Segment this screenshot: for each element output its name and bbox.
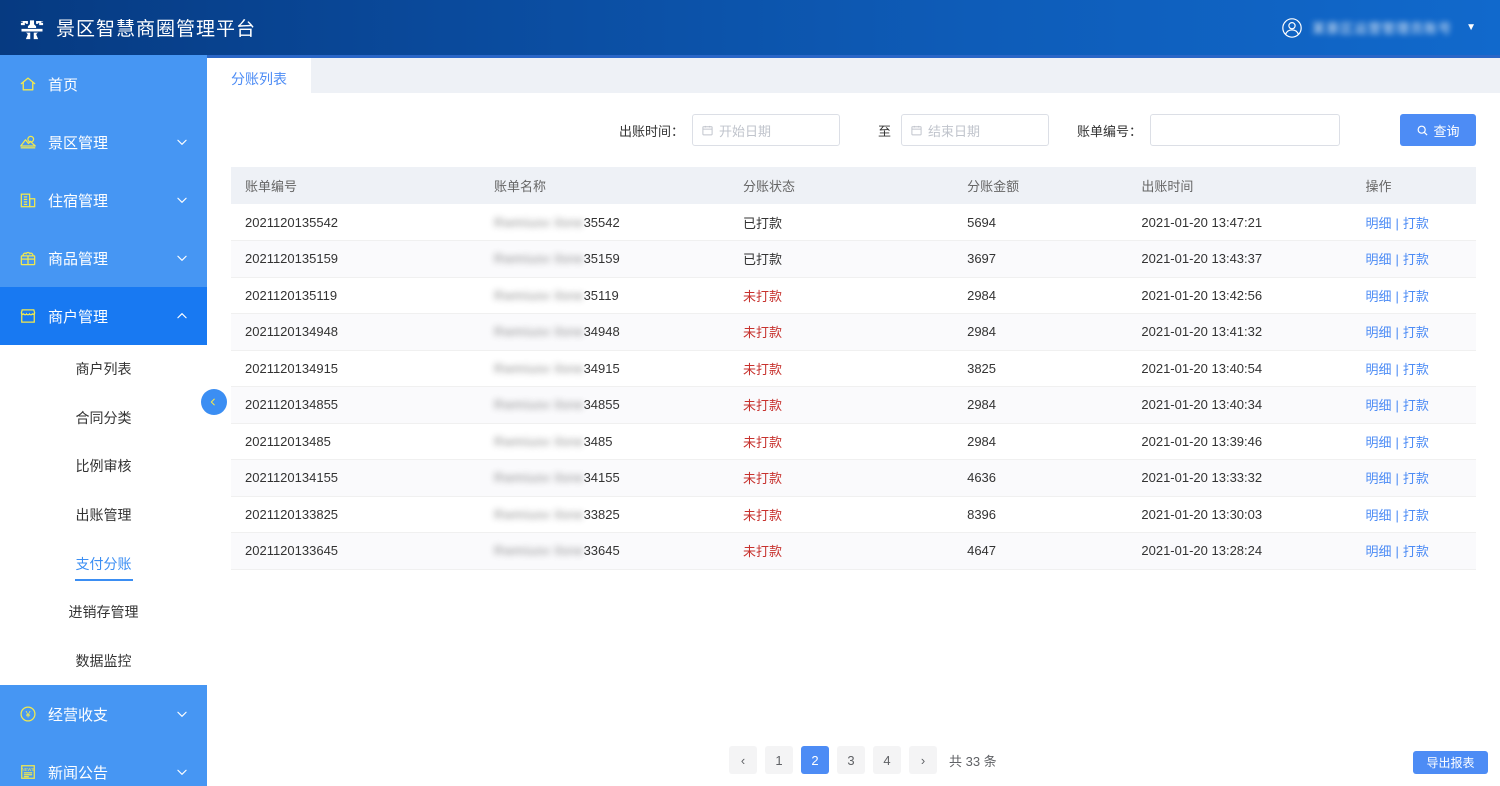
svg-text:NEWS: NEWS — [22, 767, 35, 772]
svg-text:¥: ¥ — [25, 709, 31, 719]
